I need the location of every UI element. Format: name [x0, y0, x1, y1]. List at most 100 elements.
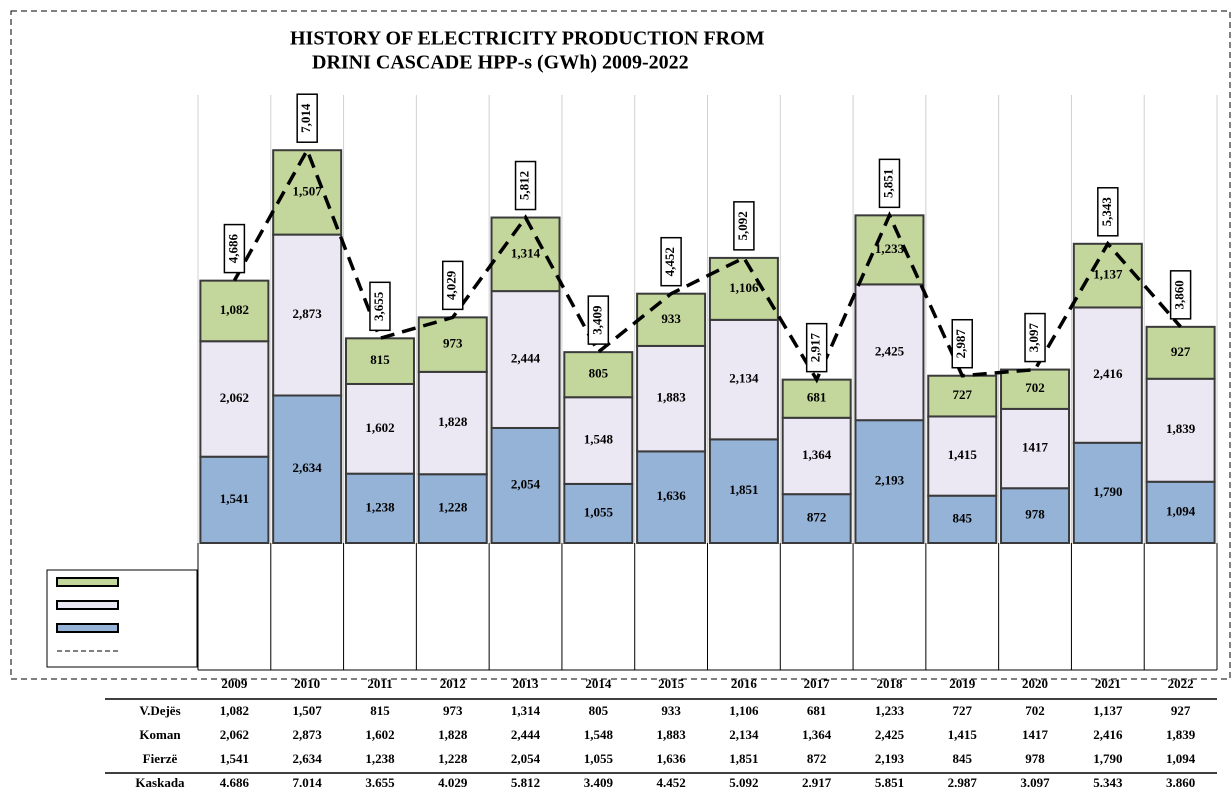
table-cell: 1417 — [1022, 727, 1049, 742]
table-header: 2017 — [804, 676, 831, 691]
table-cell: 1,507 — [293, 703, 323, 718]
chart-title: HISTORY OF ELECTRICITY PRODUCTION FROM — [290, 28, 765, 50]
table-cell: 5.092 — [729, 775, 758, 790]
table-header: 2018 — [876, 676, 903, 691]
data-label: 4,686 — [225, 233, 240, 263]
data-label: 1,137 — [1093, 267, 1123, 282]
bar-segment — [1072, 306, 1143, 444]
bar-segment — [417, 316, 488, 373]
data-label: 1,541 — [220, 491, 249, 506]
label-box — [951, 318, 973, 369]
data-label: 3,655 — [371, 291, 386, 321]
bar-segment — [199, 279, 270, 343]
data-label: 1,839 — [1166, 421, 1196, 436]
table-cell: 1,790 — [1093, 751, 1122, 766]
table-cell: 2,634 — [293, 751, 323, 766]
data-label: 1,364 — [802, 447, 832, 462]
table-cell: 1,233 — [875, 703, 905, 718]
table-header: 2010 — [294, 676, 320, 691]
bar-segment — [1145, 480, 1216, 544]
table-cell: 2,873 — [293, 727, 323, 742]
label-box — [296, 93, 318, 143]
data-label: 1,238 — [365, 499, 395, 514]
table-row-label: V.Dejës — [139, 703, 180, 718]
table-cell: 2,193 — [875, 751, 905, 766]
data-label: 5,851 — [880, 169, 895, 198]
data-label: 1,415 — [948, 447, 978, 462]
table-cell: 727 — [953, 703, 973, 718]
data-label: 815 — [370, 352, 390, 367]
table-cell: 3.655 — [365, 775, 395, 790]
data-label: 7,014 — [298, 103, 313, 133]
table-header: 2015 — [658, 676, 685, 691]
table-header: 2014 — [585, 676, 612, 691]
table-cell: 3.097 — [1020, 775, 1050, 790]
bar-segment — [199, 455, 270, 545]
table-cell: 1,082 — [220, 703, 249, 718]
data-label: 3,409 — [589, 305, 604, 335]
table-cell: 1,839 — [1166, 727, 1196, 742]
data-label: 1,082 — [220, 302, 249, 317]
data-label: 2,987 — [953, 329, 968, 359]
table-row-label: Kaskada — [135, 775, 185, 790]
legend-swatch — [56, 600, 119, 610]
label-box — [514, 160, 537, 211]
bar-segment — [854, 214, 925, 286]
table-cell: 7.014 — [293, 775, 323, 790]
bar-segment — [854, 419, 925, 544]
data-label: 2,193 — [875, 473, 905, 488]
bar-segment — [781, 378, 852, 419]
table-header: 2011 — [367, 676, 392, 691]
label-box — [223, 223, 246, 274]
data-label: 1,233 — [875, 241, 905, 256]
table-cell: 1,228 — [438, 751, 468, 766]
table-cell: 702 — [1025, 703, 1045, 718]
data-label: 3,097 — [1026, 322, 1041, 352]
bar-segment — [490, 290, 561, 429]
table-cell: 973 — [443, 703, 463, 718]
data-label: 2,425 — [875, 343, 905, 358]
total-line — [232, 146, 1182, 384]
table-cell: 933 — [661, 703, 681, 718]
table-row-label: Koman — [139, 727, 181, 742]
bar-segment — [927, 494, 998, 544]
legend-swatch — [56, 623, 119, 633]
table-cell: 681 — [807, 703, 827, 718]
data-label: 1,055 — [584, 504, 614, 519]
bar-segment — [344, 337, 415, 385]
table-cell: 2.917 — [802, 775, 832, 790]
bar-segment — [1000, 407, 1071, 490]
table-header: 2016 — [731, 676, 758, 691]
data-label: 1,228 — [438, 500, 468, 515]
table-cell: 1,238 — [365, 751, 395, 766]
label-box — [1097, 187, 1119, 237]
table-header: 2012 — [440, 676, 466, 691]
bar-segment — [344, 472, 415, 544]
table-cell: 5.343 — [1093, 775, 1123, 790]
table-cell: 1,364 — [802, 727, 832, 742]
label-box — [805, 322, 828, 373]
data-label: 1,106 — [729, 280, 759, 295]
data-label: 5,092 — [735, 211, 750, 240]
bar-segment — [563, 396, 634, 485]
bar-segment — [1000, 368, 1071, 410]
table-cell: 3.409 — [584, 775, 614, 790]
data-label: 727 — [953, 387, 973, 402]
bar-segment — [563, 351, 634, 399]
table-cell: 1,883 — [656, 727, 686, 742]
bar-segment — [854, 283, 925, 422]
data-label: 1,636 — [656, 488, 686, 503]
bar-segment — [417, 473, 488, 544]
data-label: 973 — [443, 336, 463, 351]
frame — [10, 10, 1231, 680]
data-label: 805 — [589, 366, 609, 381]
table-cell: 1,106 — [729, 703, 759, 718]
bar-segment — [272, 233, 343, 397]
table-cell: 978 — [1025, 751, 1045, 766]
data-label: 2,873 — [293, 306, 323, 321]
table-cell: 2,444 — [511, 727, 541, 742]
data-label: 1,548 — [584, 432, 614, 447]
table-cell: 5.851 — [875, 775, 904, 790]
label-box — [1024, 312, 1046, 363]
label-box — [1169, 270, 1192, 320]
